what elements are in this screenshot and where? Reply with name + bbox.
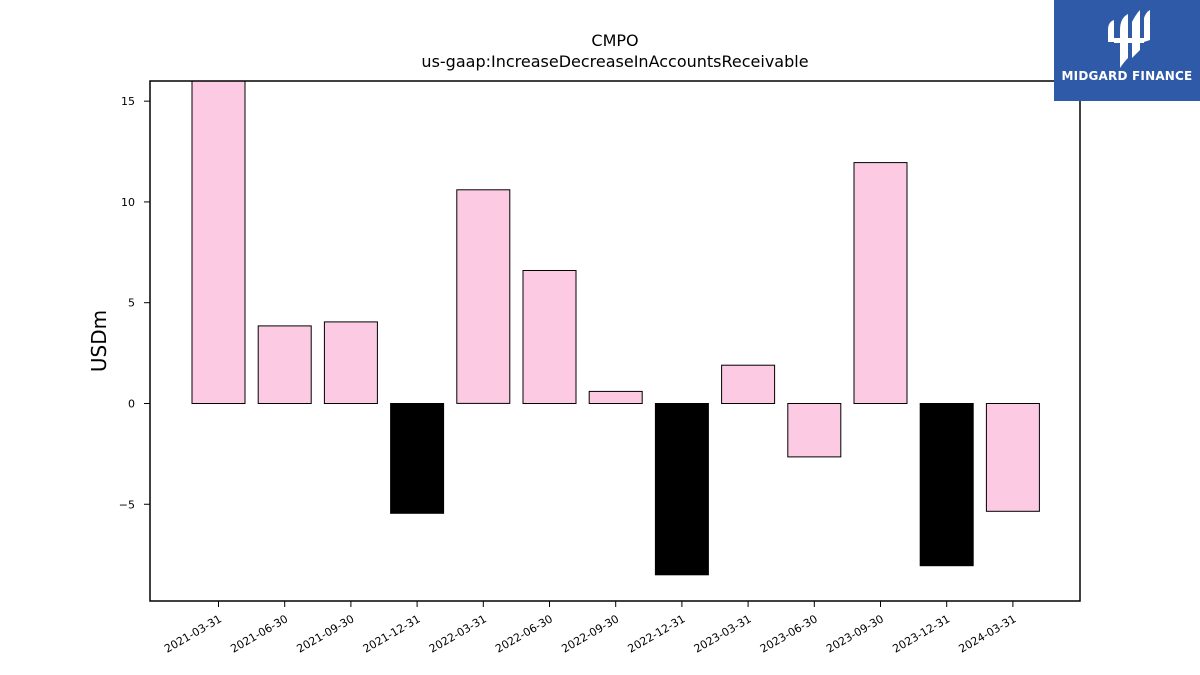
y-tick-label: −5: [119, 498, 135, 511]
x-tick-label: 2023-03-31: [692, 612, 754, 655]
brand-logo: MIDGARD FINANCE: [1054, 0, 1200, 101]
plot-frame: [149, 80, 1081, 602]
chart-subtitle: us-gaap:IncreaseDecreaseInAccountsReceiv…: [421, 52, 809, 71]
bar-2023-03-31: [721, 364, 776, 405]
bar-2023-06-30: [787, 403, 842, 458]
x-tick-label: 2023-06-30: [758, 612, 820, 655]
bars-group: [191, 80, 1040, 576]
bar-2021-06-30: [257, 325, 312, 404]
bar-2021-09-30: [323, 321, 378, 404]
midgard-logo-icon: [1108, 10, 1150, 68]
x-tick-label: 2023-09-30: [824, 612, 886, 655]
y-tick-label: 10: [121, 196, 135, 209]
x-tick-label: 2021-03-31: [162, 612, 224, 655]
bar-2022-12-31: [654, 403, 709, 576]
x-tick-label: 2022-12-31: [626, 612, 688, 655]
x-tick-label: 2024-03-31: [957, 612, 1019, 655]
bar-2021-03-31: [191, 80, 246, 404]
bar-2023-12-31: [919, 403, 974, 567]
y-tick-label: 5: [128, 297, 135, 310]
y-tick-label: 15: [121, 95, 135, 108]
x-tick-label: 2021-09-30: [295, 612, 357, 655]
bar-2021-12-31: [390, 403, 445, 514]
x-tick-label: 2021-12-31: [361, 612, 423, 655]
logo-text: MIDGARD FINANCE: [1061, 69, 1193, 83]
x-axis: 2021-03-31 2021-06-30 2021-09-30 2021-12-31…: [162, 601, 1018, 656]
bar-2022-09-30: [588, 390, 643, 404]
x-tick-label: 2021-06-30: [228, 612, 290, 655]
chart-title: CMPO: [591, 31, 639, 50]
bar-2023-09-30: [853, 162, 908, 404]
y-axis-label: USDm: [87, 310, 111, 372]
bar-2022-03-31: [456, 189, 511, 404]
y-tick-label: 0: [128, 397, 135, 410]
x-tick-label: 2022-03-31: [427, 612, 489, 655]
bar-2022-06-30: [522, 270, 577, 404]
bar-2024-03-31: [985, 403, 1040, 512]
y-axis: 15 10 5 0 −5: [119, 95, 150, 511]
x-tick-label: 2022-06-30: [493, 612, 555, 655]
x-tick-label: 2022-09-30: [559, 612, 621, 655]
x-tick-label: 2023-12-31: [890, 612, 952, 655]
